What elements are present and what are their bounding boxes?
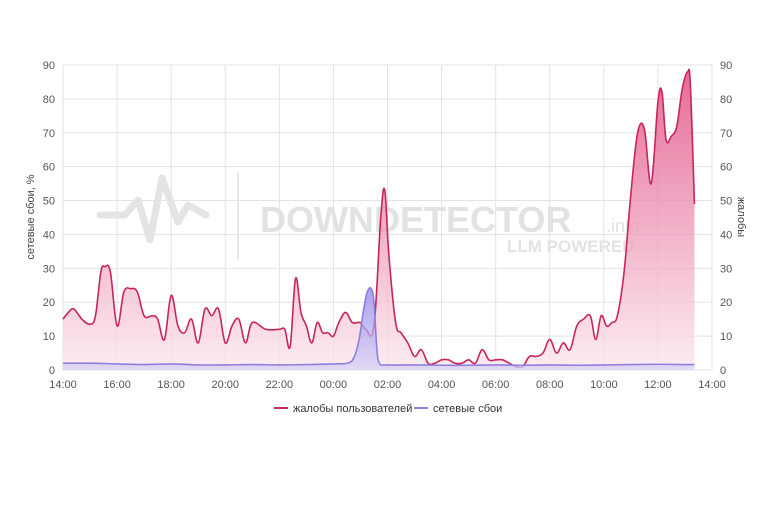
- watermark-logo: DOWNDETECTOR .info LLM POWERED: [96, 172, 640, 260]
- x-tick-label: 08:00: [536, 379, 564, 391]
- y-tick-label-left: 70: [43, 128, 55, 140]
- legend-label-1: сетевые сбои: [433, 403, 502, 415]
- x-tick-label: 16:00: [103, 379, 131, 391]
- y-tick-label-left: 0: [49, 365, 55, 377]
- axis-ticks: 0 0 10 10 20 20 30 30 40 40 50 50 60 60 70 70 80 80 90 90 14…: [43, 60, 733, 391]
- series-area-0: [63, 69, 695, 370]
- y-tick-label-left: 50: [43, 196, 55, 208]
- y-tick-label-left: 60: [43, 162, 55, 174]
- y-tick-label-left: 20: [43, 297, 55, 309]
- y-tick-label-right: 0: [720, 365, 726, 377]
- x-tick-label: 00:00: [320, 379, 348, 391]
- y-tick-label-right: 20: [720, 297, 732, 309]
- heartbeat-icon: [96, 174, 210, 244]
- y-tick-label-left: 80: [43, 94, 55, 106]
- x-tick-label: 14:00: [49, 379, 77, 391]
- series-layer: [62, 68, 696, 370]
- x-tick-label: 22:00: [266, 379, 294, 391]
- watermark-brand: DOWNDETECTOR: [260, 199, 571, 240]
- x-tick-label: 06:00: [482, 379, 510, 391]
- y-tick-label-left: 10: [43, 331, 55, 343]
- y-tick-label-right: 90: [720, 60, 732, 72]
- y-tick-label-right: 50: [720, 196, 732, 208]
- y-tick-label-right: 60: [720, 162, 732, 174]
- x-tick-label: 20:00: [211, 379, 239, 391]
- y-tick-label-right: 40: [720, 229, 732, 241]
- x-tick-label: 10:00: [590, 379, 618, 391]
- y-tick-label-left: 40: [43, 229, 55, 241]
- y-tick-label-right: 10: [720, 331, 732, 343]
- y-tick-label-left: 30: [43, 263, 55, 275]
- x-tick-label: 04:00: [428, 379, 456, 391]
- y-axis-label-left: сетевые сбои, %: [25, 174, 37, 259]
- x-tick-label: 02:00: [374, 379, 402, 391]
- y-axis-label-right: жалобы: [735, 197, 747, 237]
- y-tick-label-right: 30: [720, 263, 732, 275]
- y-tick-label-left: 90: [43, 60, 55, 72]
- y-tick-label-right: 80: [720, 94, 732, 106]
- x-tick-label: 18:00: [157, 379, 185, 391]
- series-line-1: [62, 287, 695, 367]
- series-line-0: [62, 68, 696, 369]
- legend: жалобы пользователей сетевые сбои: [274, 403, 502, 415]
- watermark-tagline: LLM POWERED: [507, 237, 635, 256]
- legend-label-0: жалобы пользователей: [293, 403, 412, 415]
- x-tick-label: 12:00: [644, 379, 672, 391]
- y-tick-label-right: 70: [720, 128, 732, 140]
- x-tick-label: 14:00: [698, 379, 726, 391]
